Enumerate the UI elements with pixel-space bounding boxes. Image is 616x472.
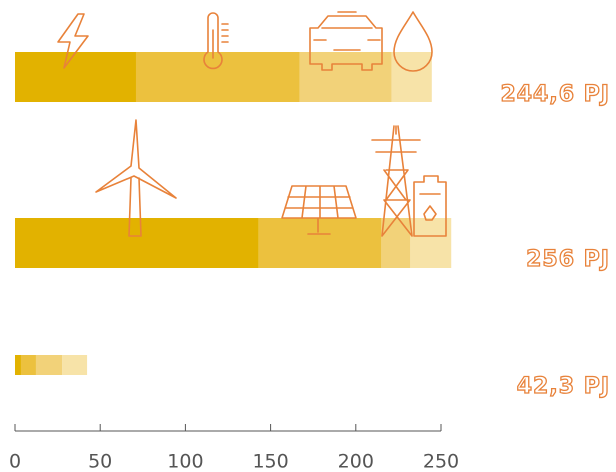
bar-segment: [15, 52, 136, 102]
total-label: 256 PJ: [526, 247, 610, 272]
lightning-icon: [57, 13, 89, 69]
x-tick-label: 50: [88, 451, 112, 472]
bar-segment: [381, 218, 411, 268]
total-label: 42,3 PJ: [517, 374, 610, 399]
total-label: 244,6 PJ: [500, 82, 610, 107]
pylon-icon: [371, 125, 421, 237]
x-axis: 0 50 100 150 200 250: [9, 424, 459, 472]
battery-icon: [413, 175, 447, 237]
bar-segment: [299, 52, 392, 102]
x-tick-label: 100: [167, 451, 203, 472]
drop-icon: [393, 11, 433, 72]
thermometer-icon: [203, 12, 229, 70]
bar-segment: [20, 355, 36, 375]
x-tick-label: 250: [423, 451, 459, 472]
bar-segment: [15, 218, 259, 268]
x-tick-label: 200: [338, 451, 374, 472]
bar-segment: [391, 52, 432, 102]
bar-segment: [35, 355, 63, 375]
bar-segment: [410, 218, 452, 268]
bar-segment: [135, 52, 300, 102]
bar-segment: [258, 218, 382, 268]
icons: [57, 11, 447, 237]
wind-turbine-icon: [95, 119, 177, 237]
x-tick-label: 0: [9, 451, 21, 472]
bars: [15, 52, 452, 375]
bar-segment: [62, 355, 88, 375]
car-icon: [309, 11, 383, 71]
x-tick-label: 150: [252, 451, 288, 472]
solar-panel-icon: [281, 185, 357, 235]
bar-segment: [15, 355, 21, 375]
